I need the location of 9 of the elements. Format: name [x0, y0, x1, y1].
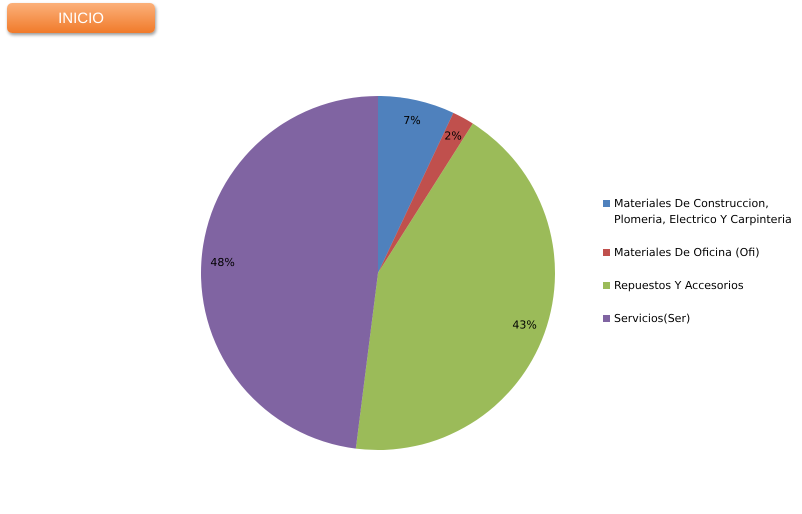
legend-label: Materiales De Construccion, Plomeria, Electrico Y Carpinteria	[613, 196, 793, 228]
data-label: 48%	[210, 256, 235, 270]
data-label: 7%	[403, 114, 421, 127]
legend-label: Repuestos Y Accesorios	[613, 278, 745, 294]
inicio-button[interactable]: INICIO	[7, 3, 155, 33]
data-label: 2%	[444, 129, 462, 142]
legend-label: Servicios(Ser)	[613, 311, 692, 327]
legend-label: Materiales De Oficina (Ofi)	[613, 245, 760, 261]
data-label: 43%	[512, 318, 537, 332]
